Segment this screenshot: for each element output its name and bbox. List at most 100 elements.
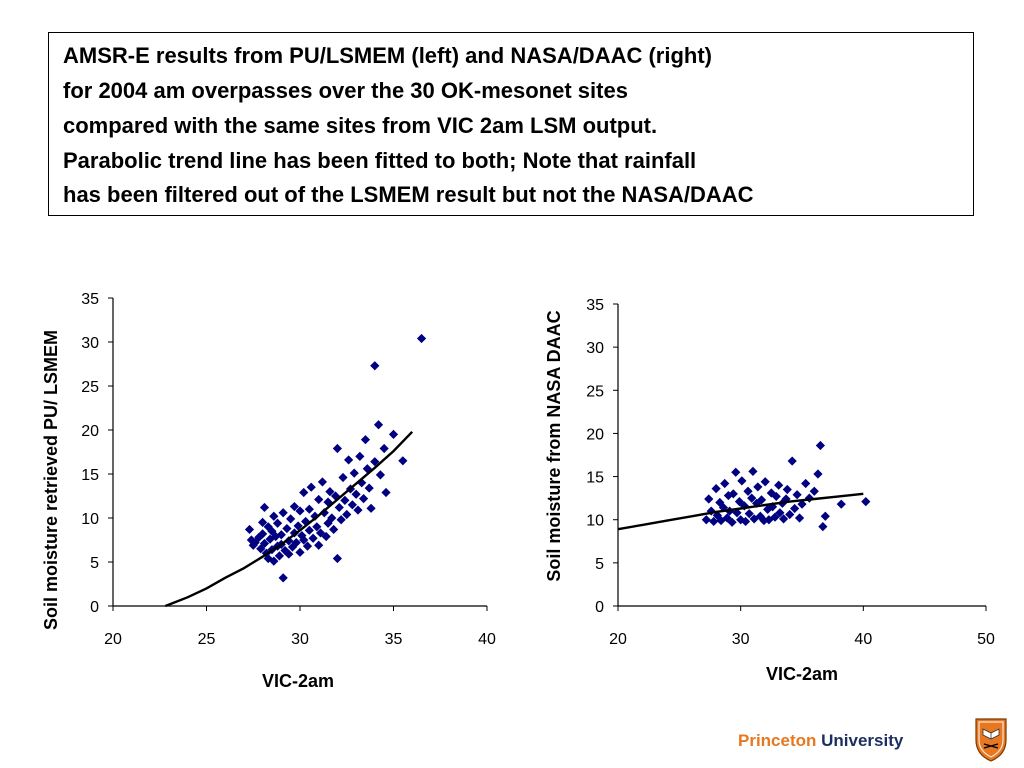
x-tick-label-right: 50: [977, 631, 995, 648]
data-point: [278, 573, 288, 583]
data-point: [312, 522, 322, 532]
data-point: [323, 518, 333, 528]
x-tick-label-left: 40: [478, 631, 496, 648]
data-point: [286, 514, 296, 524]
data-point: [779, 514, 789, 524]
data-point: [308, 533, 318, 543]
data-point: [785, 509, 795, 520]
data-point: [284, 536, 294, 546]
data-point: [259, 502, 270, 513]
data-point: [295, 506, 305, 516]
data-point: [792, 490, 802, 500]
wordmark-university: University: [821, 731, 904, 750]
data-point: [731, 467, 741, 477]
data-point: [813, 469, 823, 479]
data-point: [314, 494, 324, 505]
data-point: [344, 455, 354, 465]
data-point: [329, 524, 339, 535]
data-point: [327, 513, 337, 523]
wordmark-princeton: Princeton: [738, 731, 817, 750]
data-point: [301, 516, 311, 527]
data-point: [302, 541, 313, 551]
title-line-1: AMSR-E results from PU/LSMEM (left) and …: [63, 43, 712, 68]
data-point: [306, 482, 316, 492]
data-point: [763, 504, 773, 514]
data-point: [321, 531, 331, 542]
data-point: [753, 482, 763, 492]
y-tick-label-left: 0: [90, 599, 99, 616]
data-point: [319, 508, 329, 518]
y-axis-title-right: Soil moisture from NASA DAAC: [544, 310, 564, 581]
data-point: [749, 514, 759, 524]
data-point: [388, 429, 399, 439]
data-point: [398, 456, 408, 466]
data-point: [375, 470, 386, 480]
x-tick-label-right: 20: [609, 631, 627, 648]
data-point: [706, 506, 716, 516]
data-point: [748, 466, 758, 476]
y-tick-label-left: 35: [81, 291, 99, 308]
title-line-2: for 2004 am overpasses over the 30 OK-me…: [63, 78, 628, 103]
data-point: [836, 499, 846, 509]
data-point: [349, 468, 359, 478]
y-tick-label-left: 15: [81, 467, 99, 484]
data-point: [861, 496, 871, 507]
title-line-3: compared with the same sites from VIC 2a…: [63, 113, 658, 138]
y-tick-label-left: 20: [81, 423, 99, 440]
data-point: [760, 477, 770, 487]
data-point: [323, 497, 333, 507]
title-line-5: has been filtered out of the LSMEM resul…: [63, 182, 754, 207]
x-tick-label-left: 30: [291, 631, 309, 648]
data-point: [334, 502, 344, 513]
data-point: [289, 501, 299, 512]
data-point: [269, 511, 279, 521]
y-tick-label-left: 5: [90, 555, 99, 572]
data-point: [317, 477, 328, 487]
data-point: [295, 547, 305, 557]
x-tick-label-left: 35: [385, 631, 403, 648]
data-point: [289, 528, 299, 538]
data-point: [711, 484, 721, 494]
data-point: [274, 551, 285, 561]
princeton-university-wordmark: Princeton University: [738, 731, 903, 751]
data-point: [355, 451, 365, 461]
data-point: [820, 511, 830, 521]
data-point: [720, 478, 730, 489]
data-point: [244, 524, 255, 535]
data-point: [278, 508, 288, 518]
data-point: [737, 476, 747, 486]
data-point: [276, 530, 286, 540]
data-point: [332, 443, 342, 454]
data-point: [709, 516, 719, 527]
y-tick-label-left: 30: [81, 335, 99, 352]
data-point: [744, 509, 754, 519]
y-tick-label-right: 10: [586, 513, 604, 530]
data-point: [353, 505, 363, 515]
y-tick-label-right: 20: [586, 426, 604, 443]
data-point: [794, 513, 805, 523]
data-point: [366, 503, 376, 513]
data-point: [722, 513, 732, 523]
data-point: [259, 538, 270, 549]
data-point: [325, 487, 335, 497]
data-point: [740, 516, 751, 527]
x-tick-label-left: 20: [104, 631, 122, 648]
data-point: [379, 443, 389, 454]
data-point: [781, 494, 791, 504]
data-point: [809, 486, 819, 496]
data-point: [804, 493, 814, 503]
data-point: [770, 512, 780, 522]
data-point: [732, 508, 742, 518]
y-tick-label-left: 25: [81, 379, 99, 396]
data-point: [272, 518, 283, 528]
data-point: [347, 500, 357, 510]
y-tick-label-right: 30: [586, 340, 604, 357]
chart-nasa-daac: 0 5 10 15 20 25 30 35 20 30 40 50 VIC-2am Soil mois…: [544, 297, 995, 684]
data-point: [716, 515, 726, 526]
y-tick-label-right: 15: [586, 470, 604, 487]
data-point: [357, 478, 367, 488]
data-point: [701, 515, 711, 525]
data-point: [797, 499, 807, 509]
y-tick-label-right: 25: [586, 383, 604, 400]
y-tick-label-right: 0: [595, 599, 604, 616]
